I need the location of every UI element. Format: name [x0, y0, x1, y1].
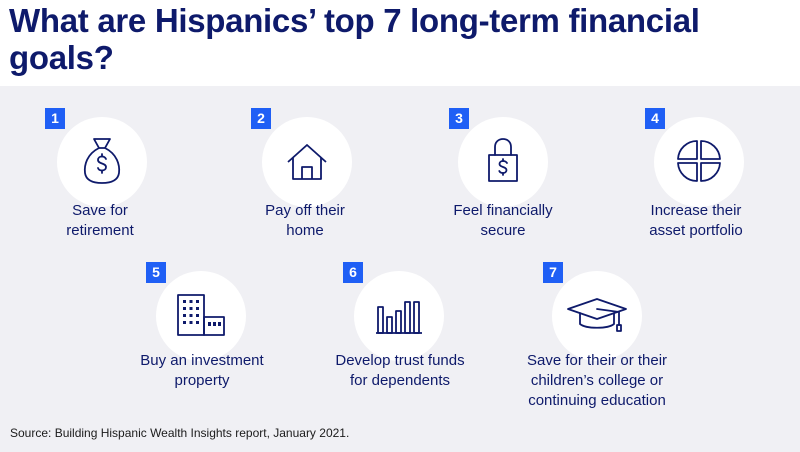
house-icon — [287, 144, 327, 180]
goal-label-line: Save for their or their — [526, 352, 668, 369]
source-note: Source: Building Hispanic Wealth Insight… — [10, 426, 350, 440]
graduation-cap-icon — [567, 298, 627, 332]
goal-label-line: home — [286, 222, 324, 239]
goal-number-badge: 6 — [343, 262, 363, 283]
goal-label: Save for their or their children’s colle… — [497, 351, 697, 411]
goal-label-line: Develop trust funds — [335, 352, 465, 369]
goal-label: Increase their asset portfolio — [596, 201, 796, 241]
goal-label-line: Feel financially — [453, 202, 553, 219]
goal-icon-circle — [262, 117, 352, 207]
header: What are Hispanics’ top 7 long-term fina… — [0, 0, 800, 86]
goal-college-education: 7 Save for their or their children’s col… — [497, 262, 697, 452]
bar-chart-icon — [376, 301, 422, 334]
goal-label: Pay off their home — [205, 201, 405, 241]
pie-chart-icon — [677, 140, 721, 182]
goal-label: Save for retirement — [0, 201, 200, 241]
goal-label-line: asset portfolio — [649, 222, 743, 239]
goal-label-line: Increase their — [650, 202, 742, 219]
goal-icon-circle — [57, 117, 147, 207]
goal-label-line: retirement — [66, 222, 134, 239]
goal-label-line: secure — [480, 222, 526, 239]
goal-icon-circle — [458, 117, 548, 207]
goal-label-line: Buy an investment — [140, 352, 264, 369]
goal-label-line: property — [174, 372, 230, 389]
goal-label-line: for dependents — [349, 372, 451, 389]
buildings-icon — [177, 294, 225, 336]
goal-icon-circle — [354, 271, 444, 361]
goal-trust-funds: 6 Develop trust funds for dependents — [300, 262, 500, 452]
goal-label: Buy an investment property — [102, 351, 302, 391]
goal-number-badge: 5 — [146, 262, 166, 283]
goal-label: Feel financially secure — [403, 201, 603, 241]
money-bag-icon — [83, 138, 121, 184]
goal-label: Develop trust funds for dependents — [300, 351, 500, 391]
goal-number-badge: 3 — [449, 108, 469, 129]
padlock-dollar-icon — [488, 138, 518, 182]
goal-label-line: Save for — [72, 202, 128, 219]
goal-label-line: Pay off their — [265, 202, 345, 219]
goal-label-line: continuing education — [528, 392, 666, 409]
goal-number-badge: 1 — [45, 108, 65, 129]
goal-asset-portfolio: 4 Increase their asset portfolio — [596, 108, 796, 298]
goal-pay-off-home: 2 Pay off their home — [205, 108, 405, 298]
goal-financially-secure: 3 Feel financially secure — [403, 108, 603, 298]
goal-number-badge: 7 — [543, 262, 563, 283]
goal-icon-circle — [552, 271, 642, 361]
page-title: What are Hispanics’ top 7 long-term fina… — [9, 2, 700, 76]
goal-save-retirement: 1 Save for retirement — [0, 108, 200, 298]
goal-investment-property: 5 Buy an investment property — [102, 262, 302, 452]
goal-icon-circle — [156, 271, 246, 361]
goal-number-badge: 4 — [645, 108, 665, 129]
goal-label-line: children’s college or — [530, 372, 664, 389]
goal-icon-circle — [654, 117, 744, 207]
goal-number-badge: 2 — [251, 108, 271, 129]
